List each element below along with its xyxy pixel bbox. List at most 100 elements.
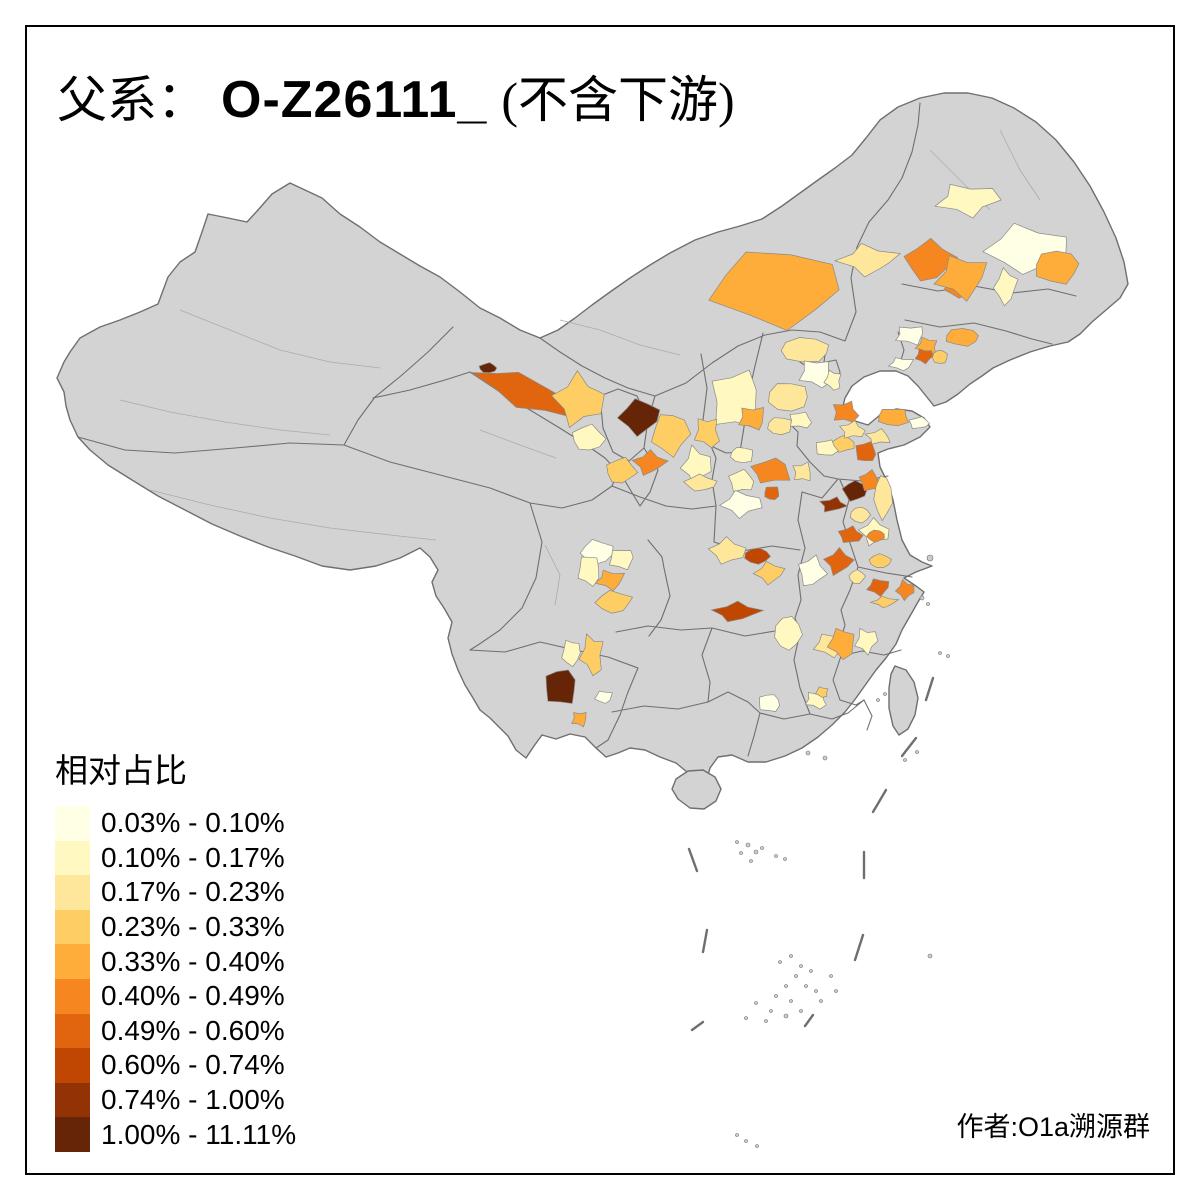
legend-label: 0.74% - 1.00% xyxy=(101,1084,285,1116)
legend-swatch xyxy=(55,909,90,945)
region-patch xyxy=(908,416,931,429)
islet xyxy=(783,1013,789,1019)
islet xyxy=(755,1144,759,1148)
region-patch xyxy=(822,547,855,577)
region-patch xyxy=(894,326,923,346)
legend-label: 0.49% - 0.60% xyxy=(101,1014,285,1046)
region-patch xyxy=(616,398,661,437)
islet xyxy=(876,698,880,702)
province-borders xyxy=(77,102,1077,757)
region-patch xyxy=(877,409,909,426)
region-patch xyxy=(792,461,811,482)
region-patch xyxy=(873,475,893,522)
region-patch xyxy=(894,578,915,602)
region-patch xyxy=(837,525,864,543)
legend-row: 0.74% - 1.00% xyxy=(55,1082,296,1118)
islet xyxy=(927,953,933,959)
region-patch xyxy=(933,255,988,302)
islet xyxy=(760,846,764,850)
islet xyxy=(774,854,778,858)
dash-segment xyxy=(687,847,699,873)
legend-swatch xyxy=(55,806,90,841)
region-patch xyxy=(833,242,902,278)
region-patch xyxy=(693,418,720,449)
islet xyxy=(919,595,925,601)
islet xyxy=(735,840,739,844)
title-haplogroup-code: O-Z26111_ xyxy=(221,71,488,129)
region-patch xyxy=(752,561,786,586)
region-patch xyxy=(858,468,879,492)
dash-segment xyxy=(701,928,709,954)
legend-label: 0.40% - 0.49% xyxy=(101,980,285,1012)
islet xyxy=(739,851,743,855)
islet xyxy=(834,989,838,993)
legend-label: 0.03% - 0.10% xyxy=(101,807,285,839)
region-patch xyxy=(869,595,900,609)
legend-row: 0.03% - 0.10% xyxy=(55,806,296,841)
legend-swatch xyxy=(55,1048,90,1083)
region-patch xyxy=(830,435,855,453)
legend-swatch xyxy=(55,840,90,876)
legend-swatch xyxy=(55,1013,90,1049)
region-patch xyxy=(780,337,830,363)
dash-segment xyxy=(803,1013,815,1028)
legend-label: 0.33% - 0.40% xyxy=(101,945,285,977)
region-patch xyxy=(798,554,829,587)
region-patch xyxy=(750,457,791,484)
region-patch xyxy=(850,506,872,524)
region-patch xyxy=(682,473,718,492)
islet xyxy=(822,755,828,761)
islet xyxy=(744,1016,748,1020)
islet xyxy=(778,960,782,964)
region-patch xyxy=(478,362,498,373)
islet xyxy=(799,964,803,968)
region-patch xyxy=(914,348,934,365)
dash-segment xyxy=(900,736,918,758)
region-patch xyxy=(854,627,879,656)
legend-swatch xyxy=(55,1082,90,1118)
islet xyxy=(789,954,793,958)
region-patch xyxy=(718,489,763,519)
region-patch xyxy=(839,420,866,439)
legend: 相对占比 0.03% - 0.10% 0.10% - 0.17% 0.17% - 0… xyxy=(55,744,296,1152)
region-patch xyxy=(571,711,587,728)
region-patch xyxy=(789,411,813,429)
islet xyxy=(809,969,813,973)
region-patch xyxy=(992,267,1019,307)
islet xyxy=(783,857,787,861)
region-patch xyxy=(744,547,771,565)
title-suffix: (不含下游) xyxy=(501,72,735,128)
islet xyxy=(774,994,778,998)
small-islands xyxy=(735,554,950,1148)
legend-rows: 0.03% - 0.10% 0.10% - 0.17% 0.17% - 0.23% 0… xyxy=(55,806,296,1152)
region-patch xyxy=(826,627,855,661)
islet xyxy=(744,1139,748,1143)
region-patch xyxy=(550,370,605,429)
islet xyxy=(915,750,919,754)
legend-title: 相对占比 xyxy=(55,754,187,790)
legend-swatch xyxy=(55,1117,90,1152)
legend-row: 1.00% - 11.11% xyxy=(55,1117,296,1152)
page-title: 父系： O-Z26111_ (不含下游) xyxy=(57,60,735,132)
region-patch xyxy=(815,439,839,456)
islet xyxy=(784,984,788,988)
legend-row: 0.10% - 0.17% xyxy=(55,840,296,876)
region-patch xyxy=(578,633,604,677)
legend-label: 0.17% - 0.23% xyxy=(101,876,285,908)
region-patch xyxy=(855,441,877,462)
islet xyxy=(735,1133,739,1137)
islet xyxy=(794,974,798,978)
prefecture-borders xyxy=(119,129,1041,606)
islet xyxy=(926,602,930,606)
region-patch xyxy=(572,423,607,451)
legend-label: 0.23% - 0.33% xyxy=(101,911,285,943)
region-patch xyxy=(848,569,867,584)
region-patch xyxy=(866,578,890,597)
region-patch xyxy=(832,400,860,423)
region-patch xyxy=(738,407,764,431)
region-patch xyxy=(708,251,840,331)
islet xyxy=(829,974,833,978)
region-patch xyxy=(932,350,948,364)
region-patch xyxy=(759,694,780,712)
region-patch xyxy=(707,536,747,565)
